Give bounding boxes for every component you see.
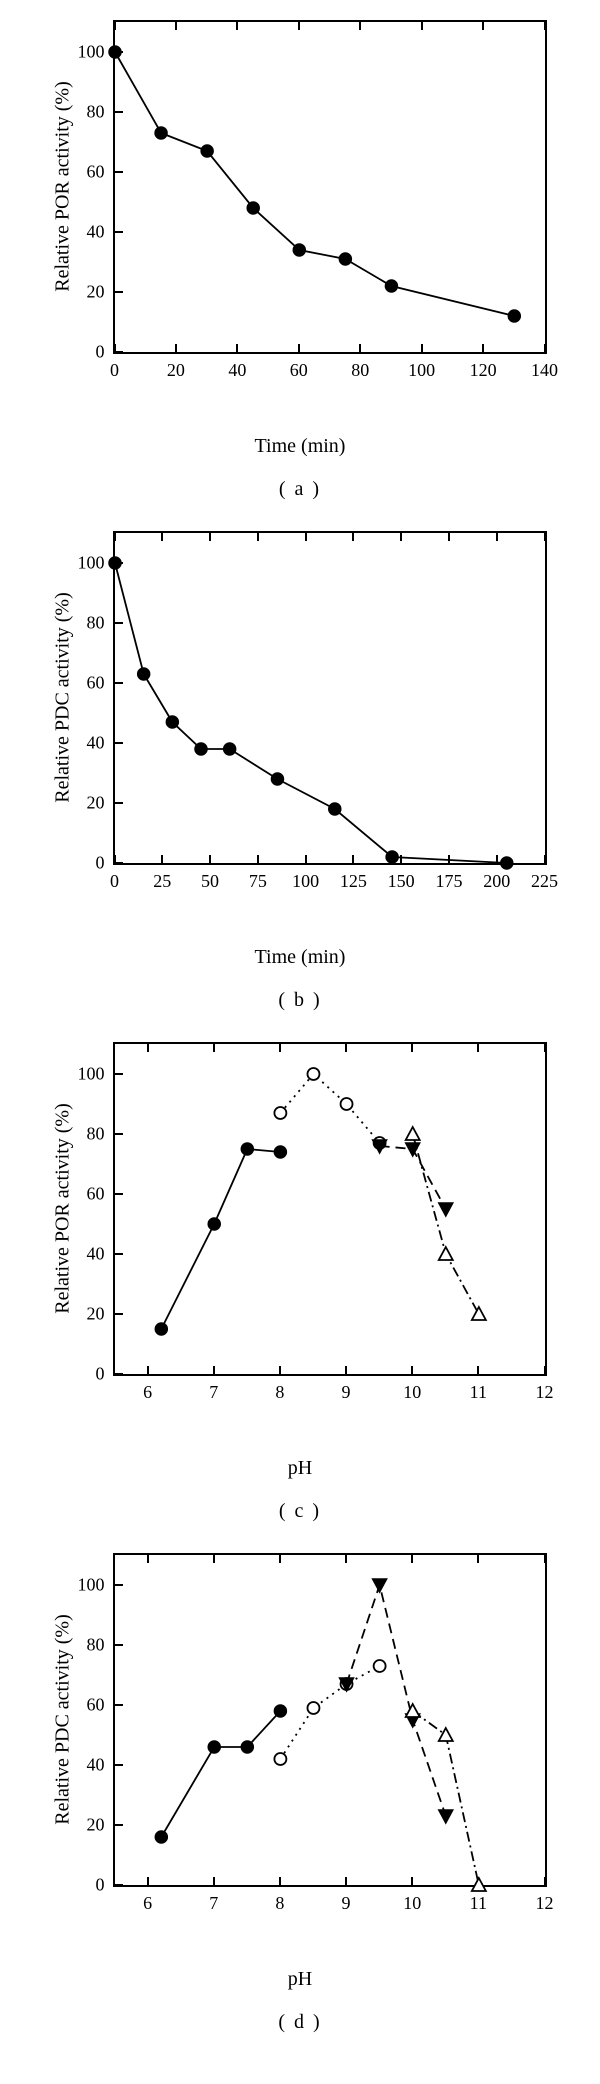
x-tick-label: 175 — [435, 871, 462, 892]
y-axis-label: Relative POR activity (%) — [51, 62, 74, 312]
x-axis-label: Time (min) — [255, 435, 346, 458]
x-tick-label: 75 — [249, 871, 267, 892]
y-tick-label: 100 — [65, 553, 105, 574]
x-tick-label: 40 — [228, 360, 246, 381]
y-tick-label: 20 — [65, 282, 105, 303]
x-tick-label: 100 — [408, 360, 435, 381]
y-tick-label: 100 — [65, 1064, 105, 1085]
y-tick-label: 0 — [65, 853, 105, 874]
y-axis-label: Relative POR activity (%) — [51, 1084, 74, 1334]
y-tick-label: 40 — [65, 1244, 105, 1265]
y-axis-label: Relative PDC activity (%) — [51, 573, 74, 823]
y-tick-label: 20 — [65, 793, 105, 814]
x-axis-label: pH — [288, 1968, 312, 1991]
y-tick-label: 60 — [65, 1695, 105, 1716]
x-tick-label: 7 — [209, 1382, 218, 1403]
y-tick-label: 0 — [65, 1875, 105, 1896]
x-tick-label: 140 — [531, 360, 558, 381]
y-tick-label: 80 — [65, 613, 105, 634]
y-tick-label: 80 — [65, 1635, 105, 1656]
y-tick-label: 100 — [65, 42, 105, 63]
x-tick-label: 225 — [531, 871, 558, 892]
x-tick-label: 60 — [290, 360, 308, 381]
x-tick-label: 8 — [275, 1382, 284, 1403]
y-tick-label: 20 — [65, 1815, 105, 1836]
chart-c: Relative POR activity (%)678910111202040… — [20, 1042, 580, 1523]
x-tick-label: 12 — [536, 1893, 554, 1914]
x-axis-label: Time (min) — [255, 946, 346, 969]
x-tick-label: 0 — [110, 360, 119, 381]
x-tick-label: 80 — [351, 360, 369, 381]
chart-svg — [115, 1044, 545, 1374]
subplot-label-d: ( d ) — [278, 2011, 321, 2034]
y-tick-label: 20 — [65, 1304, 105, 1325]
plot-area: 020406080100120140020406080100 — [113, 20, 547, 354]
y-tick-label: 80 — [65, 1124, 105, 1145]
y-tick-label: 60 — [65, 1184, 105, 1205]
x-tick-label: 0 — [110, 871, 119, 892]
x-tick-label: 6 — [143, 1382, 152, 1403]
x-tick-label: 150 — [388, 871, 415, 892]
y-tick-label: 60 — [65, 673, 105, 694]
x-tick-label: 12 — [536, 1382, 554, 1403]
chart-svg — [115, 22, 545, 352]
y-axis-label: Relative PDC activity (%) — [51, 1595, 74, 1845]
x-tick-label: 10 — [403, 1893, 421, 1914]
x-tick-label: 50 — [201, 871, 219, 892]
plot-area: 6789101112020406080100 — [113, 1042, 547, 1376]
y-tick-label: 0 — [65, 342, 105, 363]
y-tick-label: 40 — [65, 733, 105, 754]
chart-d: Relative PDC activity (%)678910111202040… — [20, 1553, 580, 2034]
y-tick-label: 80 — [65, 102, 105, 123]
x-tick-label: 25 — [153, 871, 171, 892]
chart-svg — [115, 1555, 545, 1885]
x-tick-label: 100 — [292, 871, 319, 892]
x-tick-label: 11 — [470, 1893, 487, 1914]
x-tick-label: 8 — [275, 1893, 284, 1914]
x-axis-label: pH — [288, 1457, 312, 1480]
y-tick-label: 40 — [65, 222, 105, 243]
subplot-label-a: ( a ) — [279, 478, 321, 501]
x-tick-label: 200 — [483, 871, 510, 892]
x-tick-label: 9 — [342, 1893, 351, 1914]
subplot-label-b: ( b ) — [278, 989, 321, 1012]
x-tick-label: 20 — [167, 360, 185, 381]
subplot-label-c: ( c ) — [279, 1500, 321, 1523]
y-tick-label: 100 — [65, 1575, 105, 1596]
y-tick-label: 60 — [65, 162, 105, 183]
x-tick-label: 9 — [342, 1382, 351, 1403]
x-tick-label: 125 — [340, 871, 367, 892]
plot-area: 6789101112020406080100 — [113, 1553, 547, 1887]
x-tick-label: 6 — [143, 1893, 152, 1914]
plot-area: 0255075100125150175200225020406080100 — [113, 531, 547, 865]
chart-b: Relative PDC activity (%)025507510012515… — [20, 531, 580, 1012]
y-tick-label: 40 — [65, 1755, 105, 1776]
x-tick-label: 10 — [403, 1382, 421, 1403]
chart-svg — [115, 533, 545, 863]
chart-a: Relative POR activity (%)020406080100120… — [20, 20, 580, 501]
x-tick-label: 7 — [209, 1893, 218, 1914]
y-tick-label: 0 — [65, 1364, 105, 1385]
x-tick-label: 120 — [470, 360, 497, 381]
x-tick-label: 11 — [470, 1382, 487, 1403]
